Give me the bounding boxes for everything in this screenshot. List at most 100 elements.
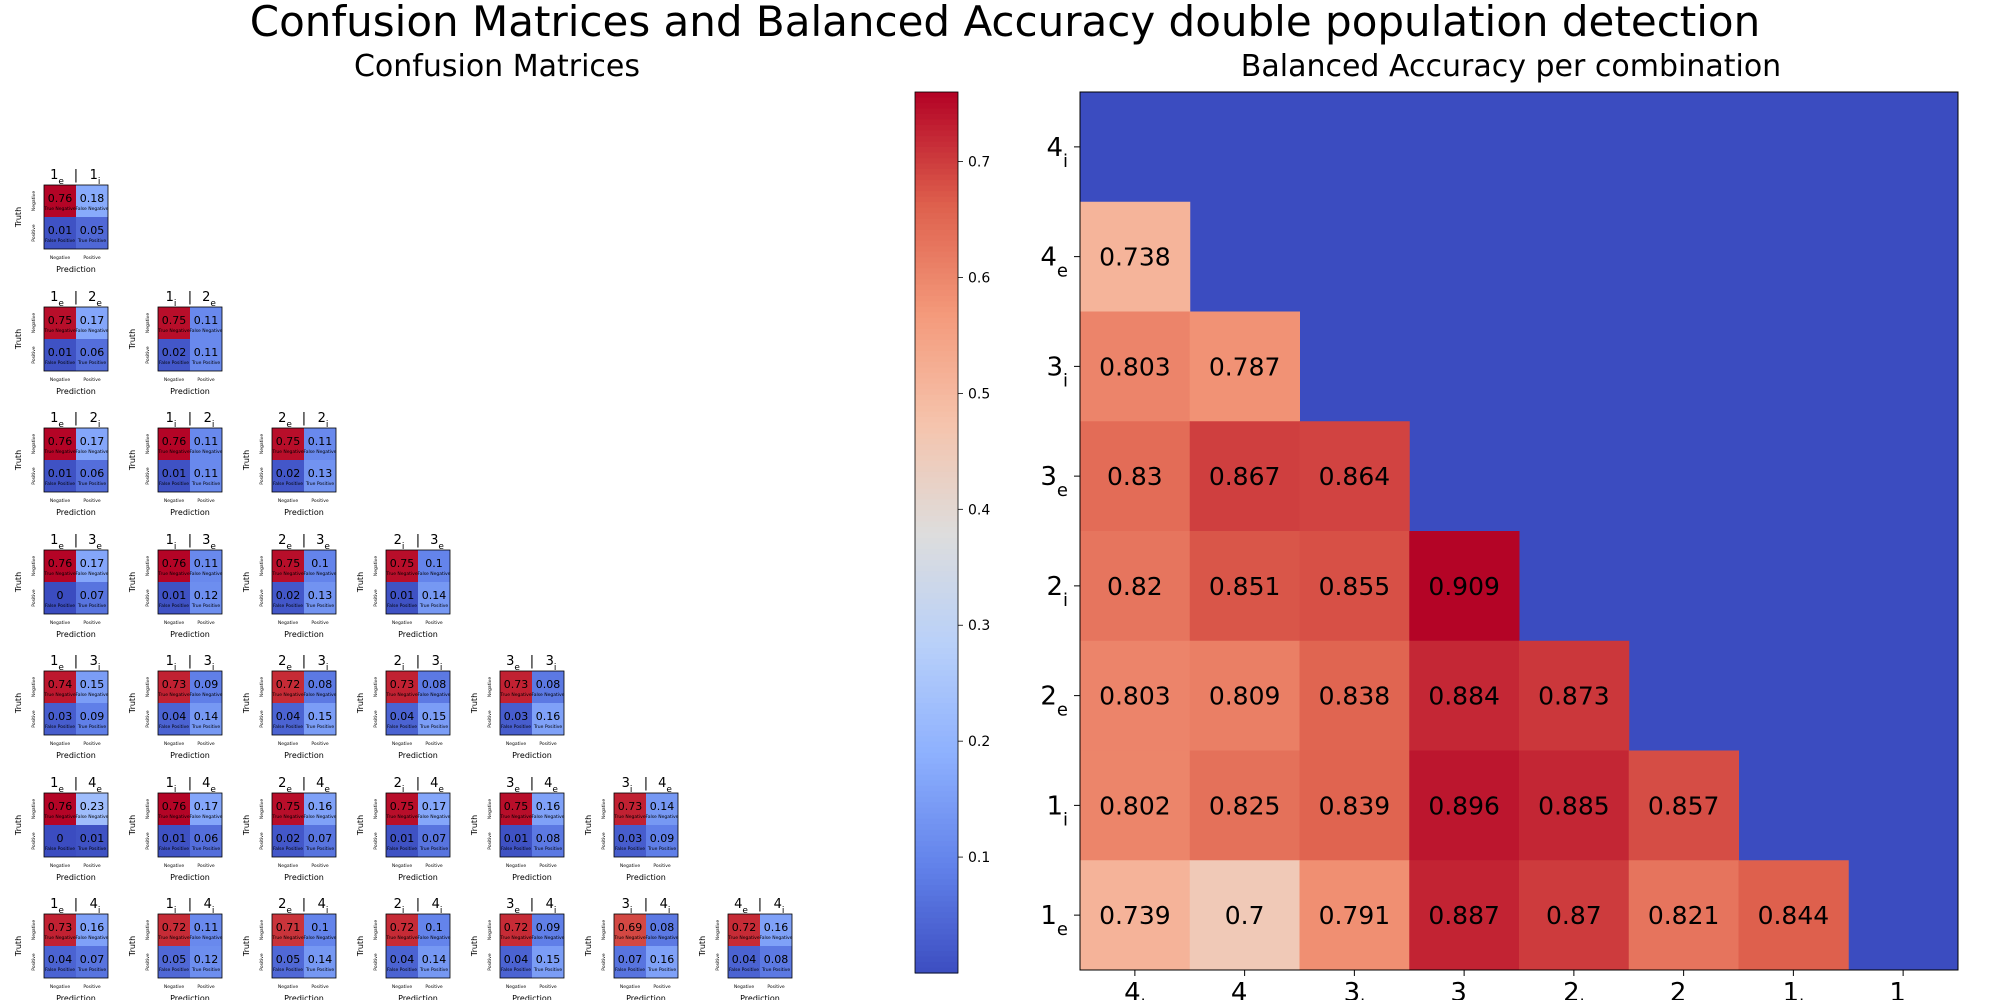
matrix-cell-label: True Positive	[191, 360, 221, 366]
matrix-cell-label: True Negative	[385, 571, 417, 577]
colorbar-band	[915, 312, 958, 319]
heatmap-cell	[1189, 531, 1300, 642]
colorbar-band	[915, 411, 958, 418]
colorbar-band	[915, 449, 958, 457]
heatmap-cell-value: 0.7	[1225, 901, 1265, 930]
matrix-ylabel: Truth	[584, 936, 593, 957]
matrix-cell	[190, 307, 222, 339]
matrix-xtick: Positive	[83, 620, 101, 626]
matrix-cell	[158, 671, 190, 703]
colorbar-band	[915, 653, 958, 660]
matrix-cell-value: 0.75	[504, 800, 529, 813]
matrix-cell-value: 0.01	[80, 832, 105, 845]
matrix-cell-value: 0.75	[48, 314, 73, 327]
matrix-ytick: Negative	[259, 920, 265, 940]
matrix-title: 4i	[660, 897, 671, 916]
colorbar-band	[915, 229, 958, 236]
matrix-cell-label: True Negative	[385, 814, 417, 820]
matrix-title: 2e	[278, 654, 292, 673]
heatmap-cell	[1080, 860, 1191, 971]
heatmap-cell	[1738, 860, 1849, 971]
matrix-title: 2e	[88, 290, 102, 309]
matrix-frame	[157, 670, 223, 736]
matrix-cell-value: 0.72	[732, 921, 757, 934]
matrix-cell-label: False Positive	[387, 724, 417, 730]
colorbar-band	[915, 752, 958, 759]
matrix-ytick: Negative	[259, 434, 265, 454]
matrix-cell-value: 0.18	[80, 192, 105, 205]
matrix-cell	[44, 703, 76, 735]
matrix-cell-label: True Positive	[761, 967, 791, 973]
colorbar-band	[915, 455, 958, 462]
balanced-accuracy-title: Balanced Accuracy per combination	[1241, 49, 1781, 84]
matrix-cell	[500, 671, 532, 703]
colorbar-band	[915, 119, 958, 126]
matrix-cell-value: 0.72	[276, 678, 301, 691]
matrix-xtick: Positive	[539, 984, 557, 990]
heatmap-cell-value: 0.825	[1209, 791, 1281, 820]
colorbar-band	[915, 273, 958, 280]
matrix-cell-value: 0.08	[764, 953, 789, 966]
matrix-cell-value: 0.13	[308, 589, 333, 602]
matrix-xlabel: Prediction	[284, 873, 324, 882]
matrix-xlabel: Prediction	[626, 873, 666, 882]
matrix-title: 2i	[318, 411, 329, 430]
matrix-ylabel: Truth	[584, 815, 593, 836]
colorbar-band	[915, 950, 958, 958]
matrix-cell-label: False Positive	[45, 360, 75, 366]
matrix-title-separator: |	[416, 776, 420, 791]
colorbar-band	[915, 427, 958, 434]
colorbar-band	[915, 626, 958, 633]
matrix-xtick: Positive	[83, 377, 101, 383]
matrix-cell	[76, 793, 108, 825]
matrix-cell-label: False Negative	[190, 692, 223, 698]
colorbar-band	[915, 196, 958, 203]
colorbar-band	[915, 488, 958, 495]
matrix-cell-label: False Positive	[45, 481, 75, 487]
colorbar-band	[915, 246, 958, 253]
matrix-cell-label: False Positive	[159, 846, 189, 852]
heatmap-cell-value: 0.821	[1648, 901, 1720, 930]
matrix-cell	[272, 946, 304, 978]
matrix-title-separator: |	[302, 776, 306, 791]
matrix-cell	[44, 185, 76, 217]
colorbar-band	[915, 240, 958, 247]
colorbar-band	[915, 213, 958, 220]
matrix-cell-value: 0.15	[422, 710, 447, 723]
matrix-cell	[386, 703, 418, 735]
matrix-cell	[304, 460, 336, 492]
colorbar-band	[915, 785, 958, 792]
matrix-cell	[158, 428, 190, 460]
matrix-xlabel: Prediction	[512, 994, 552, 1000]
colorbar-band	[915, 873, 958, 880]
matrix-ytick: Positive	[145, 710, 151, 728]
matrix-cell-value: 0.05	[162, 953, 187, 966]
matrix-cell-label: True Negative	[613, 935, 645, 941]
matrix-cell-value: 0.11	[194, 346, 219, 359]
matrix-ylabel: Truth	[242, 815, 251, 836]
matrix-cell-value: 0.17	[194, 800, 219, 813]
heatmap-cell-value: 0.909	[1428, 572, 1500, 601]
heatmap-ytick-label: 1e	[1040, 901, 1068, 940]
matrix-cell-value: 0.76	[48, 192, 73, 205]
matrix-cell-label: True Negative	[43, 692, 75, 698]
colorbar-band	[915, 670, 958, 677]
colorbar-band	[915, 571, 958, 578]
matrix-cell	[304, 825, 336, 857]
matrix-title: 2e	[278, 533, 292, 552]
matrix-cell	[532, 914, 564, 946]
colorbar-band	[915, 840, 958, 847]
matrix-title-separator: |	[302, 897, 306, 912]
matrix-cell	[76, 550, 108, 582]
colorbar-band	[915, 174, 958, 181]
colorbar-band	[915, 147, 958, 154]
matrix-title-separator: |	[530, 776, 534, 791]
matrix-cell	[44, 217, 76, 249]
matrix-cell-label: False Negative	[190, 449, 223, 455]
matrix-ytick: Negative	[145, 920, 151, 940]
matrix-title: 1e	[50, 897, 64, 916]
